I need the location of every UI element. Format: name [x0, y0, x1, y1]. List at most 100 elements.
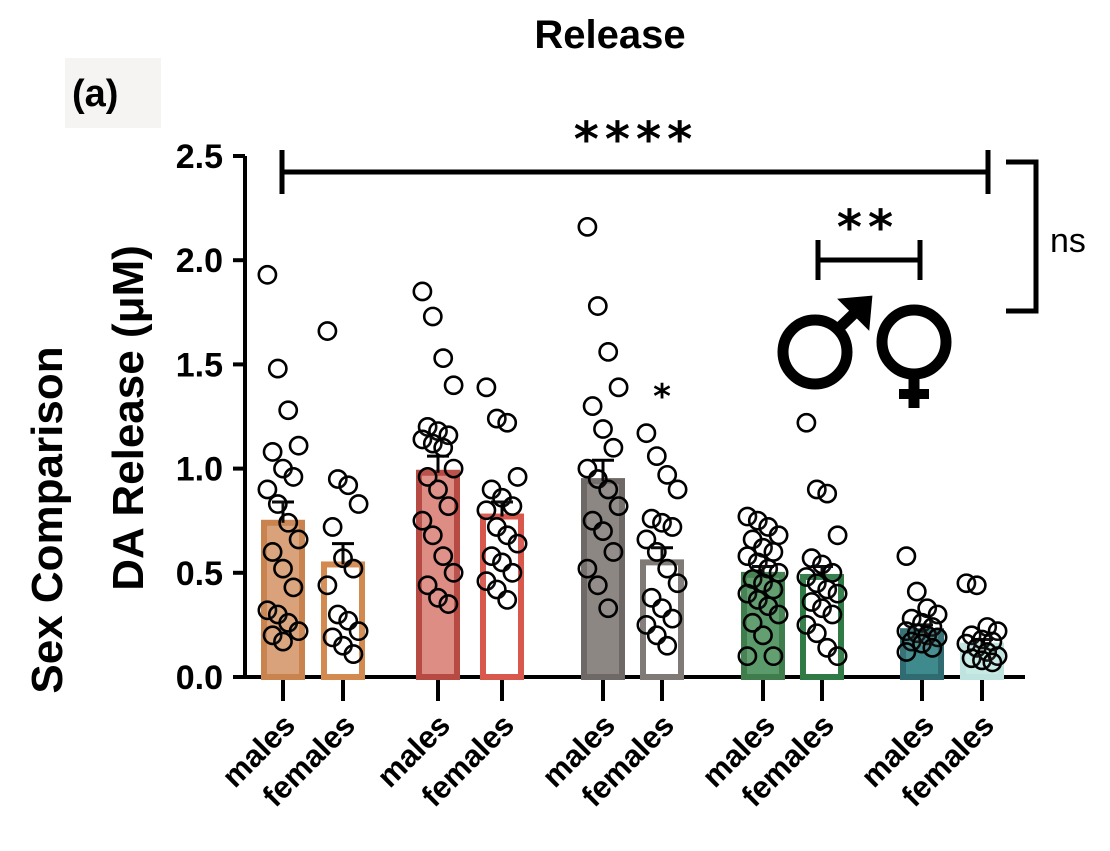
data-point — [801, 592, 822, 612]
data-point — [412, 429, 433, 450]
data-point — [257, 264, 278, 285]
data-point — [502, 562, 523, 583]
data-point — [747, 589, 768, 610]
data-point — [742, 612, 763, 633]
data-point — [428, 587, 448, 608]
data-point — [817, 483, 838, 504]
data-point — [598, 341, 619, 362]
data-point — [796, 567, 817, 587]
chart-title: Release — [534, 13, 685, 57]
male-symbol-icon — [777, 295, 873, 390]
y-axis-label-line1: Sex Comparison — [23, 346, 72, 693]
data-point — [662, 517, 683, 537]
data-point — [667, 573, 688, 594]
data-point — [443, 375, 464, 396]
y-tick-labels: 0.0 0.5 1.0 1.5 2.0 2.5 — [176, 138, 223, 697]
data-point — [662, 608, 683, 629]
data-point — [502, 496, 523, 517]
data-point — [288, 435, 309, 456]
bars — [261, 469, 1004, 681]
data-point — [806, 623, 827, 644]
y-tick-label: 2.5 — [176, 138, 223, 176]
data-point — [283, 467, 304, 487]
data-point — [262, 442, 283, 462]
data-point — [262, 625, 283, 646]
data-point — [476, 500, 497, 521]
female-symbol-icon — [876, 304, 952, 408]
data-point — [348, 494, 369, 514]
data-point — [646, 542, 667, 562]
data-point — [278, 512, 299, 533]
data-point — [273, 631, 293, 652]
data-point — [262, 542, 283, 562]
data-point — [481, 546, 502, 567]
data-point — [587, 575, 608, 596]
data-point — [763, 579, 784, 600]
data-point — [827, 646, 848, 667]
data-point — [443, 562, 464, 583]
data-point — [608, 496, 629, 517]
y-tick-label: 0.5 — [176, 555, 223, 593]
data-point — [443, 458, 464, 479]
data-point — [422, 525, 443, 546]
axes — [233, 154, 1025, 701]
data-point — [753, 625, 773, 646]
data-point — [433, 546, 454, 567]
data-point — [497, 589, 518, 610]
data-point — [587, 296, 608, 316]
data-point — [273, 558, 293, 579]
data-point — [737, 546, 758, 567]
data-point — [896, 546, 917, 567]
data-point — [598, 479, 619, 500]
significance-ns: ns — [1006, 159, 1086, 314]
data-point — [267, 494, 288, 514]
significance-overall: **** — [279, 112, 991, 194]
error-bars — [272, 454, 993, 646]
data-point — [577, 216, 598, 237]
data-point — [737, 646, 758, 667]
significance-single: * — [653, 377, 671, 417]
data-point — [412, 510, 433, 531]
data-point — [657, 635, 678, 656]
data-point — [428, 479, 448, 500]
data-point — [598, 598, 619, 619]
data-point — [827, 583, 848, 604]
significance-overall-label: **** — [574, 112, 698, 168]
data-point — [987, 621, 1008, 642]
data-point — [257, 600, 278, 621]
data-point — [577, 558, 598, 579]
data-point — [433, 348, 454, 369]
data-point — [582, 396, 603, 416]
y-tick-label: 1.5 — [176, 346, 223, 384]
data-point — [657, 558, 678, 579]
data-point — [806, 479, 827, 500]
significance-males: ** — [815, 200, 923, 280]
data-point — [636, 423, 657, 444]
data-point — [922, 637, 943, 658]
y-tick-label: 0.0 — [176, 659, 223, 697]
data-point — [422, 306, 443, 327]
y-axis-label-line2: DA Release (μM) — [104, 245, 153, 591]
bar-females — [640, 559, 684, 681]
data-point — [822, 562, 843, 583]
data-point — [652, 512, 672, 533]
data-point — [636, 529, 657, 550]
significance-males-label: ** — [837, 200, 899, 256]
data-point — [641, 508, 662, 529]
data-point — [737, 583, 758, 604]
data-point — [317, 575, 338, 596]
data-point — [768, 525, 789, 546]
data-point — [288, 529, 309, 550]
data-point — [348, 621, 369, 642]
data-points — [257, 216, 1008, 673]
data-point — [822, 604, 843, 625]
data-point — [966, 575, 987, 596]
data-point — [737, 506, 758, 527]
data-point — [801, 548, 822, 569]
data-point — [768, 604, 789, 625]
y-tick-label: 2.0 — [176, 242, 223, 280]
data-point — [603, 437, 624, 458]
data-point — [747, 510, 768, 531]
